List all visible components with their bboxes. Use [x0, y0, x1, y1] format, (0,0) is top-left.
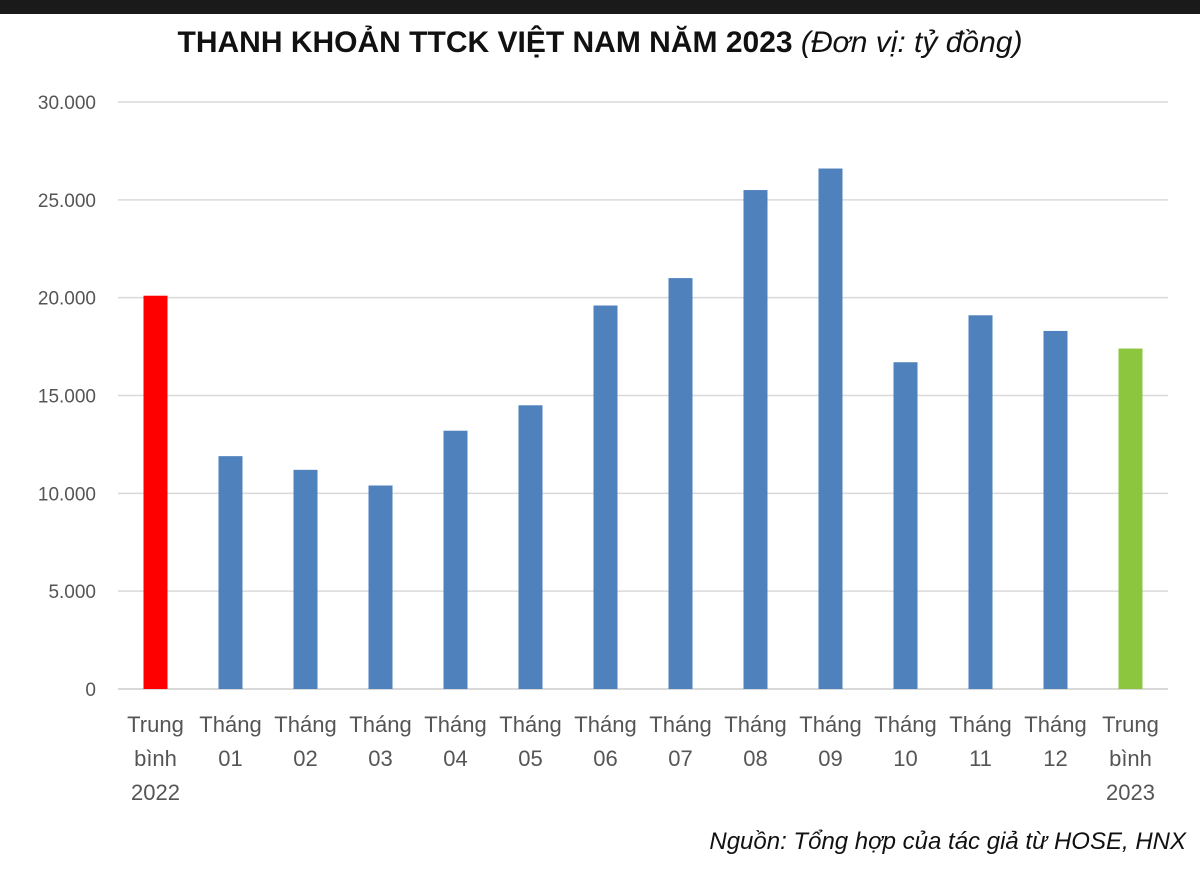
y-tick-label: 10.000 [38, 484, 96, 505]
x-tick-label: Tháng 05 [499, 712, 561, 771]
bar [293, 469, 318, 689]
y-tick-label: 25.000 [38, 191, 96, 212]
y-axis-ticks: 0 5.000 10.000 15.000 20.000 25.000 30.000 [38, 93, 96, 701]
x-tick-label: Tháng 07 [649, 712, 711, 771]
x-tick-label: Tháng 10 [874, 712, 936, 771]
x-tick-label: Trung bình 2023 [1102, 712, 1159, 805]
x-tick-label: Tháng 01 [199, 712, 261, 771]
bars [143, 168, 1143, 690]
bar [218, 456, 243, 689]
y-tick-label: 30.000 [38, 93, 96, 114]
y-tick-label: 15.000 [38, 387, 96, 408]
bar [143, 295, 168, 689]
chart-title-main: THANH KHOẢN TTCK VIỆT NAM NĂM 2023 [177, 26, 793, 59]
bar [368, 485, 393, 689]
x-tick-label: Tháng 11 [949, 712, 1011, 771]
x-tick-label: Tháng 03 [349, 712, 411, 771]
x-tick-label: Tháng 08 [724, 712, 786, 771]
bar [743, 190, 768, 690]
x-tick-label: Tháng 02 [274, 712, 336, 771]
bar [893, 362, 918, 689]
chart-title: THANH KHOẢN TTCK VIỆT NAM NĂM 2023 (Đơn … [0, 26, 1200, 60]
bar [593, 305, 618, 689]
gridlines [118, 101, 1168, 690]
bar [1118, 348, 1143, 689]
bar [818, 168, 843, 689]
x-tick-label: Tháng 04 [424, 712, 486, 771]
bar [668, 278, 693, 689]
bar [518, 405, 543, 689]
source-note: Nguồn: Tổng hợp của tác giả từ HOSE, HNX [709, 828, 1186, 855]
chart-title-unit: (Đơn vị: tỷ đồng) [800, 26, 1023, 59]
y-tick-label: 20.000 [38, 289, 96, 310]
bar [1043, 330, 1068, 689]
x-tick-label: Tháng 06 [574, 712, 636, 771]
top-rule [0, 0, 1200, 14]
bar [443, 430, 468, 689]
x-tick-label: Tháng 09 [799, 712, 861, 771]
x-tick-label: Tháng 12 [1024, 712, 1086, 771]
y-tick-label: 5.000 [48, 582, 96, 603]
bar [968, 315, 993, 689]
x-tick-label: Trung bình 2022 [127, 712, 184, 805]
y-tick-label: 0 [85, 680, 96, 701]
